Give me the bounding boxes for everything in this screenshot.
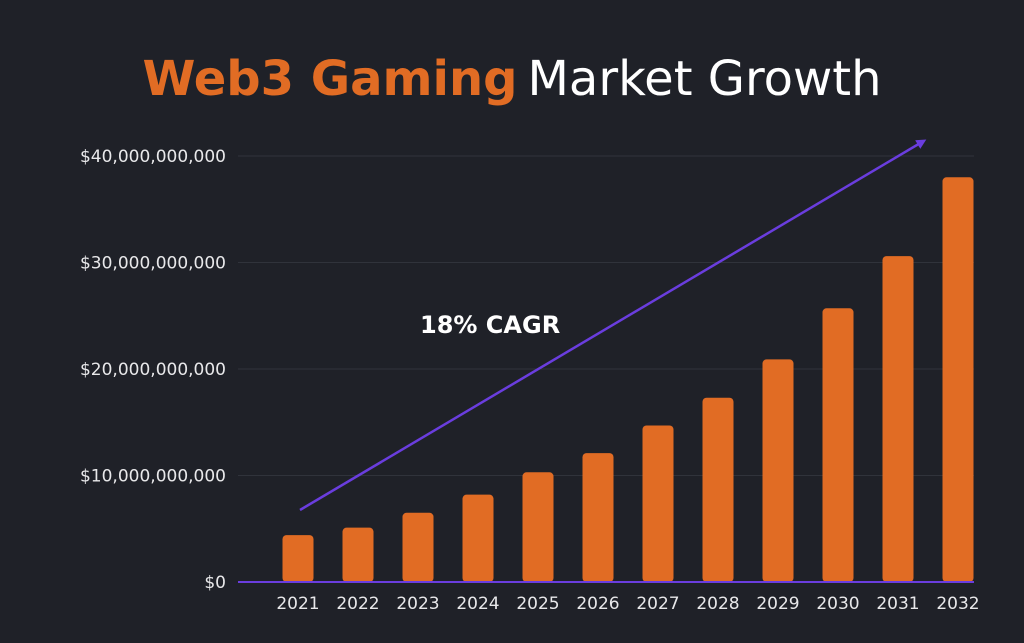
y-tick-label: $30,000,000,000: [80, 254, 226, 274]
x-tick-label: 2031: [876, 594, 919, 614]
y-tick-label: $10,000,000,000: [80, 467, 226, 487]
x-tick-label: 2025: [516, 594, 559, 614]
bar: [762, 359, 794, 582]
title-highlight: Web3 Gaming: [142, 51, 518, 107]
cagr-annotation: 18% CAGR: [420, 311, 560, 339]
y-axis: $0 $10,000,000,000 $20,000,000,000 $30,000,…: [80, 147, 226, 593]
trend-arrow: [299, 139, 927, 512]
x-tick-label: 2029: [756, 594, 799, 614]
x-tick-label: 2022: [336, 594, 379, 614]
y-tick-label: $20,000,000,000: [80, 360, 226, 380]
x-tick-label: 2027: [636, 594, 679, 614]
bar: [582, 453, 614, 582]
bar: [402, 512, 434, 582]
title-rest: Market Growth: [527, 51, 882, 107]
bar: [282, 535, 314, 582]
bar: [462, 494, 494, 582]
x-axis: 2021 2022 2023 2024 2025 2026 2027 2028 2029 2030…: [276, 594, 979, 614]
y-tick-label: $40,000,000,000: [80, 147, 226, 167]
x-tick-label: 2021: [276, 594, 319, 614]
bar: [942, 177, 974, 583]
y-tick-label: $0: [204, 573, 226, 593]
grid-lines: [238, 155, 974, 476]
bars: [282, 177, 974, 583]
bar: [702, 397, 734, 582]
x-tick-label: 2028: [696, 594, 739, 614]
bar: [882, 256, 914, 582]
x-tick-label: 2030: [816, 594, 859, 614]
bar: [642, 425, 674, 582]
x-tick-label: 2032: [936, 594, 979, 614]
bar: [522, 472, 554, 582]
x-tick-label: 2023: [396, 594, 439, 614]
bar: [822, 308, 854, 582]
chart-title: Web3 Gaming Market Growth: [0, 44, 1024, 114]
x-tick-label: 2026: [576, 594, 619, 614]
x-tick-label: 2024: [456, 594, 499, 614]
bar: [342, 527, 374, 582]
